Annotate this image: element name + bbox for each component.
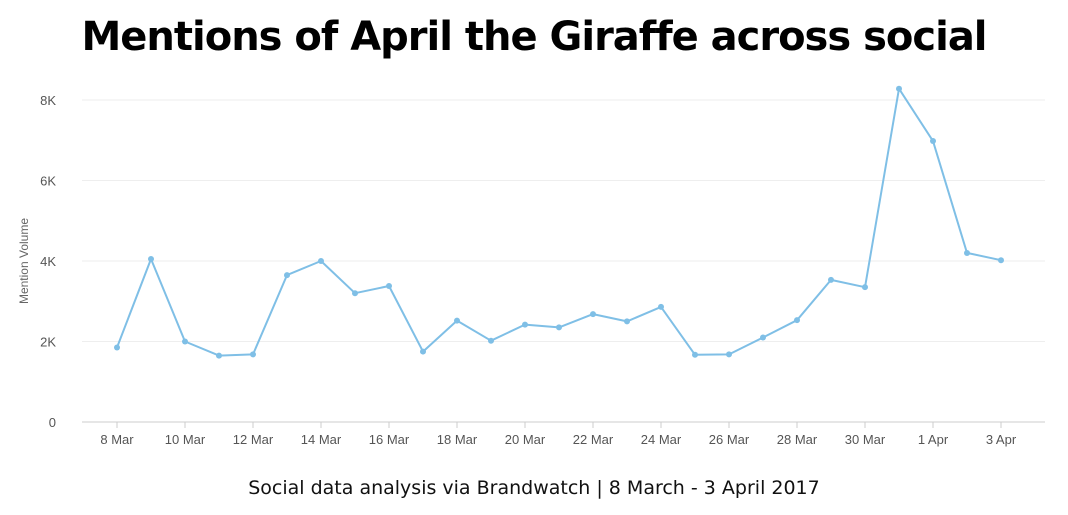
x-tick-label: 28 Mar: [777, 432, 818, 447]
data-point: [930, 138, 936, 145]
data-point: [556, 324, 562, 331]
data-point: [114, 344, 120, 351]
x-tick-label: 26 Mar: [709, 432, 750, 447]
data-point: [726, 351, 732, 358]
series-mention-volume: [114, 85, 1004, 359]
data-point: [216, 352, 222, 359]
data-point: [760, 334, 766, 341]
chart-title: Mentions of April the Giraffe across soc…: [81, 14, 987, 60]
data-point: [420, 348, 426, 355]
y-tick-label: 4K: [40, 254, 56, 269]
x-tick-label: 3 Apr: [986, 432, 1017, 447]
chart-subtitle: Social data analysis via Brandwatch | 8 …: [248, 477, 820, 499]
x-tick-label: 20 Mar: [505, 432, 546, 447]
data-point: [284, 272, 290, 279]
x-axis-labels: 8 Mar 10 Mar 12 Mar 14 Mar 16 Mar 18 Mar 20 Ma…: [100, 432, 1016, 447]
data-point: [692, 351, 698, 358]
data-point: [862, 284, 868, 291]
x-tick-label: 30 Mar: [845, 432, 886, 447]
data-point: [624, 318, 630, 325]
x-tick-label: 8 Mar: [100, 432, 134, 447]
data-point: [964, 249, 970, 256]
y-tick-label: 8K: [40, 93, 56, 108]
x-tick-label: 14 Mar: [301, 432, 342, 447]
data-point: [794, 317, 800, 324]
data-point: [148, 255, 154, 262]
x-tick-label: 16 Mar: [369, 432, 410, 447]
y-tick-label: 6K: [40, 174, 56, 189]
data-point: [454, 317, 460, 324]
data-point: [488, 337, 494, 344]
data-point: [352, 290, 358, 297]
gridlines: [82, 99, 1045, 342]
x-tick-label: 1 Apr: [918, 432, 949, 447]
data-point: [590, 311, 596, 318]
data-point: [828, 276, 834, 283]
x-tick-label: 22 Mar: [573, 432, 614, 447]
x-tick-label: 24 Mar: [641, 432, 682, 447]
data-point: [658, 303, 664, 310]
y-axis: 0 2K 4K 6K 8K: [40, 93, 56, 430]
data-point: [998, 257, 1004, 264]
y-tick-label: 2K: [40, 335, 56, 350]
data-point: [318, 258, 324, 264]
y-axis-title: Mention Volume: [17, 218, 31, 304]
x-tick-label: 18 Mar: [437, 432, 478, 447]
x-tick-label: 10 Mar: [165, 432, 206, 447]
data-point: [522, 321, 528, 328]
x-tick-label: 12 Mar: [233, 432, 274, 447]
data-point: [250, 351, 256, 358]
data-point: [896, 85, 902, 92]
y-tick-label: 0: [49, 415, 56, 430]
data-point: [386, 282, 392, 289]
x-axis: [82, 421, 1045, 428]
series-line: [116, 87, 1002, 357]
data-point: [182, 338, 188, 345]
